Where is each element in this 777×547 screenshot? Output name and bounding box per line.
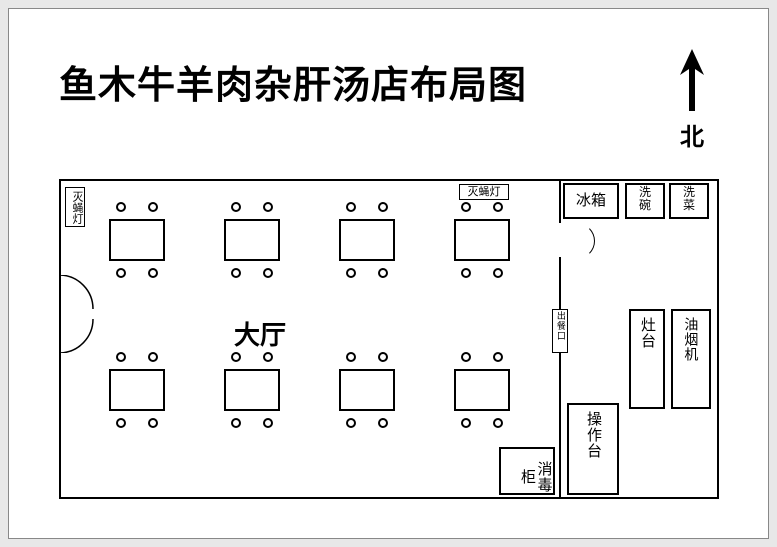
stove-label: 灶台: [639, 317, 656, 349]
page-frame: 鱼木牛羊肉杂肝汤店布局图 北 大厅 灭蝇灯 灭蝇灯: [8, 8, 769, 539]
table-group: [109, 369, 165, 411]
page-title: 鱼木牛羊肉杂肝汤店布局图: [59, 54, 527, 109]
table-seat: [148, 202, 158, 212]
table-group: [454, 219, 510, 261]
compass: 北: [676, 49, 708, 152]
table-top: [339, 219, 395, 261]
table-seat: [461, 352, 471, 362]
table-seat: [263, 268, 273, 278]
table-seat: [378, 352, 388, 362]
hall-label: 大厅: [234, 315, 286, 352]
table-seat: [231, 268, 241, 278]
table-seat: [378, 418, 388, 428]
table-top: [454, 219, 510, 261]
table-group: [339, 369, 395, 411]
table-seat: [263, 352, 273, 362]
table-seat: [116, 202, 126, 212]
table-top: [224, 219, 280, 261]
table-top: [454, 369, 510, 411]
table-top: [224, 369, 280, 411]
table-seat: [263, 418, 273, 428]
table-group: [109, 219, 165, 261]
floorplan: 大厅 灭蝇灯 灭蝇灯 出餐口 冰箱洗碗洗菜灶台 油烟机操作台消毒柜: [59, 179, 719, 499]
table-seat: [378, 202, 388, 212]
table-seat: [231, 202, 241, 212]
table-seat: [493, 268, 503, 278]
entrance-door-icon: [59, 275, 99, 353]
compass-label: 北: [680, 117, 704, 152]
fridge-label: 冰箱: [563, 193, 619, 210]
partition-opening: [558, 223, 562, 257]
fly-light-left: 灭蝇灯: [65, 187, 85, 227]
fly-light-top-label: 灭蝇灯: [468, 186, 501, 198]
wash-veg-label: 洗菜: [669, 186, 709, 211]
table-seat: [116, 418, 126, 428]
prep-label: 操作台: [585, 411, 602, 459]
table-seat: [148, 352, 158, 362]
fly-light-top: 灭蝇灯: [459, 184, 509, 200]
table-seat: [263, 202, 273, 212]
table-seat: [148, 418, 158, 428]
table-top: [109, 369, 165, 411]
table-group: [224, 219, 280, 261]
table-seat: [346, 418, 356, 428]
table-seat: [493, 418, 503, 428]
table-seat: [461, 418, 471, 428]
table-group: [224, 369, 280, 411]
table-seat: [346, 202, 356, 212]
table-seat: [148, 268, 158, 278]
table-seat: [461, 202, 471, 212]
table-seat: [116, 268, 126, 278]
wash-bowl-label: 洗碗: [625, 186, 665, 211]
fly-light-left-label: 灭蝇灯: [71, 191, 83, 224]
table-seat: [231, 352, 241, 362]
hood-label: 油烟机: [683, 317, 698, 362]
table-top: [339, 369, 395, 411]
table-seat: [231, 418, 241, 428]
table-seat: [378, 268, 388, 278]
table-seat: [493, 352, 503, 362]
table-group: [339, 219, 395, 261]
table-seat: [346, 352, 356, 362]
table-seat: [116, 352, 126, 362]
pass-window-label: 出餐口: [555, 311, 565, 341]
table-seat: [493, 202, 503, 212]
north-arrow-icon: [676, 49, 708, 113]
table-top: [109, 219, 165, 261]
table-seat: [461, 268, 471, 278]
sterilizer-label: 消毒柜: [519, 455, 552, 499]
table-group: [454, 369, 510, 411]
table-seat: [346, 268, 356, 278]
